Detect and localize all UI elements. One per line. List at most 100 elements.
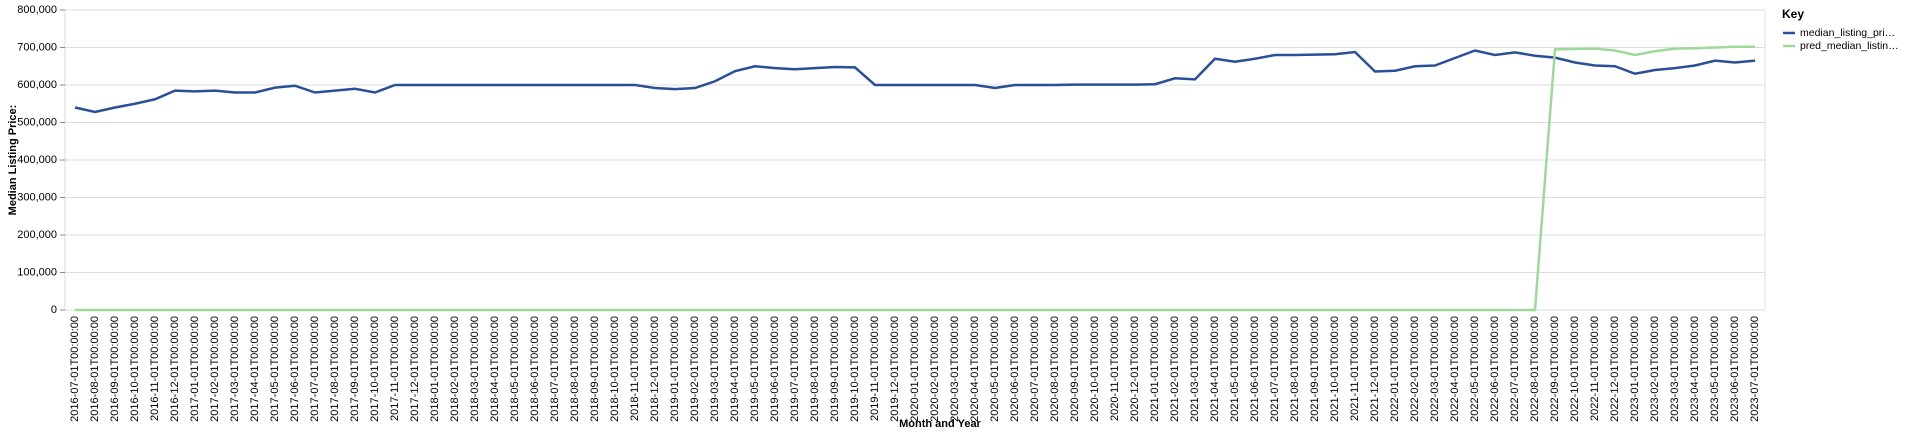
x-tick-label: 2016-11-01T00:00:00 [149,316,161,421]
x-tick-label: 2019-02-01T00:00:00 [689,316,701,422]
x-tick-label: 2017-11-01T00:00:00 [389,316,401,421]
y-tick-label: 0 [51,304,57,316]
x-tick-label: 2017-12-01T00:00:00 [409,316,421,422]
x-tick-label: 2021-07-01T00:00:00 [1269,316,1281,422]
x-tick-label: 2021-11-01T00:00:00 [1349,316,1361,421]
x-tick-label: 2022-08-01T00:00:00 [1529,316,1541,422]
x-tick-label: 2021-04-01T00:00:00 [1209,316,1221,422]
x-tick-label: 2018-10-01T00:00:00 [609,316,621,422]
x-tick-label: 2018-12-01T00:00:00 [649,316,661,422]
x-tick-label: 2020-04-01T00:00:00 [969,316,981,422]
x-tick-label: 2020-06-01T00:00:00 [1009,316,1021,422]
y-tick-label: 400,000 [17,154,57,166]
y-tick-label: 700,000 [17,41,57,53]
x-tick-label: 2022-10-01T00:00:00 [1569,316,1581,422]
y-tick-label: 800,000 [17,4,57,16]
x-tick-label: 2017-07-01T00:00:00 [309,316,321,422]
series-line [75,45,1755,312]
x-tick-label: 2018-01-01T00:00:00 [429,316,441,422]
x-tick-label: 2018-02-01T00:00:00 [449,316,461,422]
x-tick-label: 2016-08-01T00:00:00 [89,316,101,422]
x-tick-label: 2020-08-01T00:00:00 [1049,316,1061,422]
x-tick-label: 2022-12-01T00:00:00 [1609,316,1621,422]
series-line [74,49,1756,114]
x-tick-label: 2019-06-01T00:00:00 [769,316,781,422]
x-tick-label: 2017-04-01T00:00:00 [249,316,261,422]
x-tick-label: 2022-03-01T00:00:00 [1429,316,1441,422]
x-tick-label: 2019-11-01T00:00:00 [869,316,881,421]
x-tick-label: 2017-03-01T00:00:00 [229,316,241,422]
x-tick-label: 2019-08-01T00:00:00 [809,316,821,422]
x-tick-label: 2017-02-01T00:00:00 [209,316,221,422]
x-tick-label: 2022-06-01T00:00:00 [1489,316,1501,422]
y-tick-label: 600,000 [17,79,57,91]
x-tick-label: 2022-11-01T00:00:00 [1589,316,1601,421]
x-tick-label: 2018-07-01T00:00:00 [549,316,561,422]
x-tick-label: 2022-01-01T00:00:00 [1389,316,1401,422]
legend-title: Key [1782,7,1804,21]
x-tick-label: 2018-03-01T00:00:00 [469,316,481,422]
x-tick-label: 2019-09-01T00:00:00 [829,316,841,422]
x-tick-label: 2019-05-01T00:00:00 [749,316,761,422]
x-tick-label: 2019-12-01T00:00:00 [889,316,901,422]
x-tick-label: 2018-05-01T00:00:00 [509,316,521,422]
y-axis-title: Median Listing Price: [7,105,19,216]
x-tick-label: 2017-09-01T00:00:00 [349,316,361,422]
x-tick-label: 2018-08-01T00:00:00 [569,316,581,422]
x-tick-label: 2016-12-01T00:00:00 [169,316,181,422]
x-tick-label: 2022-02-01T00:00:00 [1409,316,1421,422]
x-tick-label: 2016-07-01T00:00:00 [69,316,81,422]
x-tick-label: 2020-02-01T00:00:00 [929,316,941,422]
x-tick-label: 2017-06-01T00:00:00 [289,316,301,422]
x-tick-label: 2020-12-01T00:00:00 [1129,316,1141,422]
y-tick-label: 100,000 [17,266,57,278]
y-tick-label: 300,000 [17,191,57,203]
x-tick-label: 2019-07-01T00:00:00 [789,316,801,422]
x-tick-label: 2020-05-01T00:00:00 [989,316,1001,422]
x-tick-label: 2019-04-01T00:00:00 [729,316,741,422]
x-tick-label: 2019-03-01T00:00:00 [709,316,721,422]
x-tick-label: 2021-06-01T00:00:00 [1249,316,1261,422]
x-tick-label: 2022-07-01T00:00:00 [1509,316,1521,422]
x-tick-label: 2017-08-01T00:00:00 [329,316,341,422]
x-tick-label: 2016-09-01T00:00:00 [109,316,121,422]
x-tick-label: 2021-09-01T00:00:00 [1309,316,1321,422]
x-tick-label: 2017-01-01T00:00:00 [189,316,201,422]
legend-label: pred_median_listin… [1800,40,1899,52]
x-tick-label: 2020-03-01T00:00:00 [949,316,961,422]
x-tick-label: 2021-10-01T00:00:00 [1329,316,1341,422]
x-tick-label: 2018-11-01T00:00:00 [629,316,641,421]
x-tick-label: 2019-01-01T00:00:00 [669,316,681,422]
x-tick-label: 2016-10-01T00:00:00 [129,316,141,422]
x-tick-label: 2022-05-01T00:00:00 [1469,316,1481,422]
x-tick-label: 2018-06-01T00:00:00 [529,316,541,422]
x-tick-label: 2023-01-01T00:00:00 [1629,316,1641,422]
x-tick-label: 2017-05-01T00:00:00 [269,316,281,422]
x-axis-title: Month and Year [899,418,981,430]
x-tick-label: 2017-10-01T00:00:00 [369,316,381,422]
x-tick-label: 2020-01-01T00:00:00 [909,316,921,422]
y-tick-label: 200,000 [17,229,57,241]
x-tick-label: 2020-10-01T00:00:00 [1089,316,1101,422]
x-tick-label: 2021-12-01T00:00:00 [1369,316,1381,422]
legend-label: median_listing_pri… [1800,27,1895,39]
x-tick-label: 2020-07-01T00:00:00 [1029,316,1041,422]
x-tick-label: 2023-07-01T00:00:00 [1749,316,1761,422]
x-tick-label: 2018-04-01T00:00:00 [489,316,501,422]
x-tick-label: 2021-03-01T00:00:00 [1189,316,1201,422]
x-tick-label: 2022-09-01T00:00:00 [1549,316,1561,422]
x-tick-label: 2021-02-01T00:00:00 [1169,316,1181,422]
x-tick-label: 2018-09-01T00:00:00 [589,316,601,422]
x-tick-label: 2020-09-01T00:00:00 [1069,316,1081,422]
x-tick-label: 2021-01-01T00:00:00 [1149,316,1161,422]
x-tick-label: 2022-04-01T00:00:00 [1449,316,1461,422]
x-tick-label: 2023-06-01T00:00:00 [1729,316,1741,422]
x-tick-label: 2023-05-01T00:00:00 [1709,316,1721,422]
y-tick-label: 500,000 [17,116,57,128]
x-tick-label: 2023-02-01T00:00:00 [1649,316,1661,422]
x-tick-label: 2021-05-01T00:00:00 [1229,316,1241,422]
x-tick-label: 2023-04-01T00:00:00 [1689,316,1701,422]
x-tick-label: 2021-08-01T00:00:00 [1289,316,1301,422]
x-tick-label: 2020-11-01T00:00:00 [1109,316,1121,421]
